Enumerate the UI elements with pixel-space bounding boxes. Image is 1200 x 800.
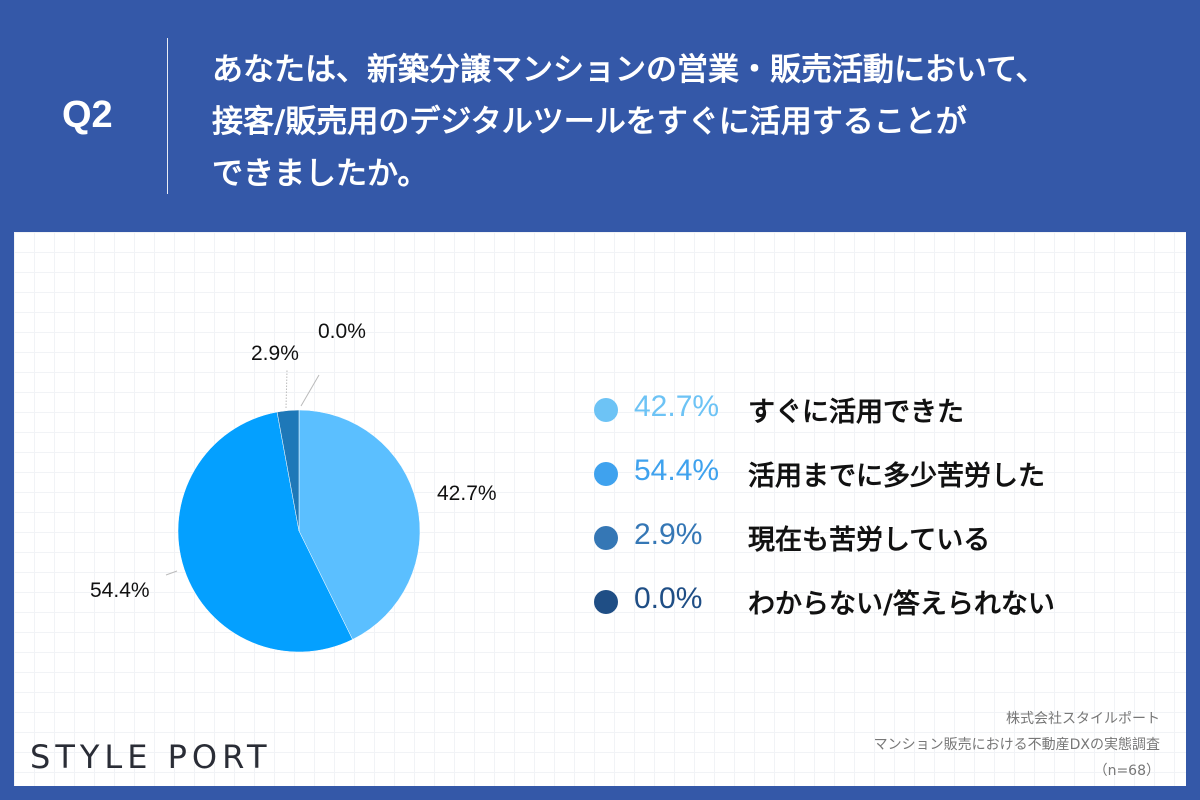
legend-percent: 0.0% — [634, 582, 703, 615]
chart-panel: 0.0% 2.9% 42.7% 54.4% — [14, 232, 1186, 786]
legend-dot-icon — [594, 462, 618, 486]
legend-dot-icon — [594, 526, 618, 550]
legend-label: 現在も苦労している — [748, 525, 991, 556]
question-line: 接客/販売用のデジタルツールをすぐに活用することが — [212, 104, 967, 140]
leader-line-0-0 — [300, 374, 320, 407]
slice-label-42-7: 42.7% — [437, 482, 497, 505]
legend-label: 活用までに多少苦労した — [748, 461, 1045, 492]
header-divider — [167, 38, 168, 194]
pie-slice — [276, 409, 300, 532]
question-number: Q2 — [62, 94, 113, 136]
source-sample-size: （n=68） — [1093, 763, 1160, 779]
legend-percent: 2.9% — [634, 518, 703, 551]
style-port-logo: STYLE PORT — [30, 738, 272, 776]
pie-slices — [177, 409, 421, 653]
source-survey: マンション販売における不動産DXの実態調査 — [873, 737, 1160, 753]
legend-dot-icon — [594, 398, 618, 422]
source-note: 株式会社スタイルポート マンション販売における不動産DXの実態調査 （n=68） — [874, 706, 1160, 784]
question-text: あなたは、新築分譲マンションの営業・販売活動において、 接客/販売用のデジタルツ… — [212, 44, 1172, 200]
slice-label-54-4: 54.4% — [90, 579, 150, 602]
pie-slice — [177, 411, 353, 653]
legend-label: すぐに活用できた — [748, 397, 964, 428]
leader-lines — [165, 369, 320, 576]
legend-label: わからない/答えられない — [748, 589, 1055, 620]
slice-label-0-0: 0.0% — [318, 320, 366, 343]
leader-line-54-4 — [165, 570, 178, 576]
pie-chart — [165, 369, 421, 653]
pie-slice — [298, 409, 421, 640]
legend-percent: 42.7% — [634, 390, 720, 423]
source-company: 株式会社スタイルポート — [1006, 711, 1160, 727]
leader-line-2-9 — [285, 369, 288, 409]
legend-dot-icon — [594, 590, 618, 614]
question-line: あなたは、新築分譲マンションの営業・販売活動において、 — [212, 52, 1047, 88]
legend-percent: 54.4% — [634, 454, 720, 487]
question-line: できましたか。 — [212, 156, 429, 192]
question-header: Q2 あなたは、新築分譲マンションの営業・販売活動において、 接客/販売用のデジ… — [0, 0, 1200, 232]
slice-label-2-9: 2.9% — [251, 342, 299, 365]
